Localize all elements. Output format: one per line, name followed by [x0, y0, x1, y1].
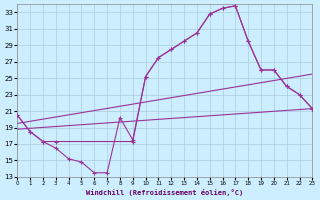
X-axis label: Windchill (Refroidissement éolien,°C): Windchill (Refroidissement éolien,°C)	[86, 189, 244, 196]
